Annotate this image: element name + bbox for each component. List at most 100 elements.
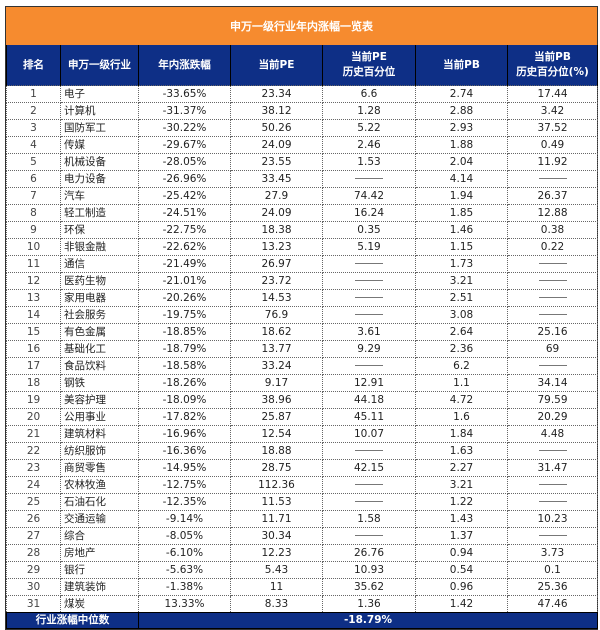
header-row: 排名 申万一级行业 年内涨跌幅 当前PE 当前PE 历史百分位 当前PB 当前PB 历史百分… bbox=[6, 45, 598, 86]
pb-percentile-cell: 31.47 bbox=[507, 459, 598, 477]
table-row: 14 社会服务 -19.75% 76.9 3.08 bbox=[6, 306, 598, 324]
pb-percentile-cell: 0.1 bbox=[507, 561, 598, 579]
pe-percentile-cell: 1.58 bbox=[322, 510, 416, 528]
table-row: 10 非银金融 -22.62% 13.23 5.19 1.15 0.22 bbox=[6, 238, 598, 256]
pb-percentile-cell: 25.36 bbox=[507, 578, 598, 596]
ytd-change-cell: -26.96% bbox=[138, 170, 231, 188]
rank-cell: 17 bbox=[6, 357, 61, 375]
industry-cell: 建筑装饰 bbox=[60, 578, 139, 596]
pb-cell: 2.88 bbox=[415, 102, 508, 120]
table-row: 23 商贸零售 -14.95% 28.75 42.15 2.27 31.47 bbox=[6, 459, 598, 477]
pb-cell: 4.14 bbox=[415, 170, 508, 188]
table-row: 26 交通运输 -9.14% 11.71 1.58 1.43 10.23 bbox=[6, 510, 598, 528]
pe-percentile-cell: 5.22 bbox=[322, 119, 416, 137]
not-available-dash bbox=[355, 314, 383, 315]
industry-cell: 电力设备 bbox=[60, 170, 139, 188]
table-row: 11 通信 -21.49% 26.97 1.73 bbox=[6, 255, 598, 273]
pe-percentile-cell: 26.76 bbox=[322, 544, 416, 562]
ytd-change-cell: -29.67% bbox=[138, 136, 231, 154]
median-value: -18.79% bbox=[138, 612, 598, 629]
pb-cell: 2.27 bbox=[415, 459, 508, 477]
ytd-change-cell: -18.85% bbox=[138, 323, 231, 341]
pe-cell: 12.54 bbox=[230, 425, 323, 443]
table-row: 18 钢铁 -18.26% 9.17 12.91 1.1 34.14 bbox=[6, 374, 598, 392]
ytd-change-cell: 13.33% bbox=[138, 595, 231, 613]
pb-cell: 1.85 bbox=[415, 204, 508, 222]
pe-percentile-cell bbox=[322, 306, 416, 324]
pe-percentile-cell: 0.35 bbox=[322, 221, 416, 239]
pe-cell: 76.9 bbox=[230, 306, 323, 324]
industry-cell: 非银金融 bbox=[60, 238, 139, 256]
industry-cell: 公用事业 bbox=[60, 408, 139, 426]
ytd-change-cell: -33.65% bbox=[138, 85, 231, 103]
pe-cell: 9.17 bbox=[230, 374, 323, 392]
pe-cell: 24.09 bbox=[230, 204, 323, 222]
pb-cell: 1.22 bbox=[415, 493, 508, 511]
rank-cell: 6 bbox=[6, 170, 61, 188]
rank-cell: 12 bbox=[6, 272, 61, 290]
pe-percentile-cell: 10.07 bbox=[322, 425, 416, 443]
pe-percentile-cell: 1.53 bbox=[322, 153, 416, 171]
industry-table: 排名 申万一级行业 年内涨跌幅 当前PE 当前PE 历史百分位 当前PB 当前PB 历史百分… bbox=[6, 45, 598, 629]
pe-cell: 25.87 bbox=[230, 408, 323, 426]
rank-cell: 4 bbox=[6, 136, 61, 154]
rank-cell: 19 bbox=[6, 391, 61, 409]
industry-cell: 家用电器 bbox=[60, 289, 139, 307]
pb-cell: 1.37 bbox=[415, 527, 508, 545]
rank-cell: 3 bbox=[6, 119, 61, 137]
pb-cell: 3.21 bbox=[415, 272, 508, 290]
ytd-change-cell: -19.75% bbox=[138, 306, 231, 324]
pb-cell: 2.74 bbox=[415, 85, 508, 103]
table-row: 3 国防军工 -30.22% 50.26 5.22 2.93 37.52 bbox=[6, 119, 598, 137]
pe-percentile-cell: 74.42 bbox=[322, 187, 416, 205]
pe-percentile-cell: 44.18 bbox=[322, 391, 416, 409]
pe-percentile-cell: 10.93 bbox=[322, 561, 416, 579]
table-row: 19 美容护理 -18.09% 38.96 44.18 4.72 79.59 bbox=[6, 391, 598, 409]
table-row: 13 家用电器 -20.26% 14.53 2.51 bbox=[6, 289, 598, 307]
header-pe-percentile: 当前PE 历史百分位 bbox=[322, 45, 416, 86]
pb-cell: 1.84 bbox=[415, 425, 508, 443]
industry-cell: 机械设备 bbox=[60, 153, 139, 171]
pe-cell: 112.36 bbox=[230, 476, 323, 494]
pe-cell: 28.75 bbox=[230, 459, 323, 477]
pb-percentile-cell bbox=[507, 170, 598, 188]
pe-cell: 8.33 bbox=[230, 595, 323, 613]
pb-percentile-cell: 79.59 bbox=[507, 391, 598, 409]
pb-percentile-cell: 12.88 bbox=[507, 204, 598, 222]
pe-percentile-cell: 16.24 bbox=[322, 204, 416, 222]
pb-cell: 1.73 bbox=[415, 255, 508, 273]
table-row: 29 银行 -5.63% 5.43 10.93 0.54 0.1 bbox=[6, 561, 598, 579]
pe-percentile-cell: 6.6 bbox=[322, 85, 416, 103]
pb-percentile-cell: 0.38 bbox=[507, 221, 598, 239]
table-row: 30 建筑装饰 -1.38% 11 35.62 0.96 25.36 bbox=[6, 578, 598, 596]
not-available-dash bbox=[355, 263, 383, 264]
pb-percentile-cell: 37.52 bbox=[507, 119, 598, 137]
pe-cell: 13.23 bbox=[230, 238, 323, 256]
pe-cell: 38.12 bbox=[230, 102, 323, 120]
not-available-dash bbox=[538, 365, 567, 366]
pe-cell: 12.23 bbox=[230, 544, 323, 562]
industry-cell: 社会服务 bbox=[60, 306, 139, 324]
pe-percentile-cell bbox=[322, 476, 416, 494]
pb-cell: 1.46 bbox=[415, 221, 508, 239]
industry-cell: 美容护理 bbox=[60, 391, 139, 409]
pb-percentile-cell: 69 bbox=[507, 340, 598, 358]
pb-cell: 3.08 bbox=[415, 306, 508, 324]
industry-cell: 房地产 bbox=[60, 544, 139, 562]
not-available-dash bbox=[538, 450, 567, 451]
rank-cell: 18 bbox=[6, 374, 61, 392]
rank-cell: 27 bbox=[6, 527, 61, 545]
table-row: 8 轻工制造 -24.51% 24.09 16.24 1.85 12.88 bbox=[6, 204, 598, 222]
rank-cell: 13 bbox=[6, 289, 61, 307]
industry-cell: 国防军工 bbox=[60, 119, 139, 137]
pb-percentile-cell bbox=[507, 272, 598, 290]
pb-cell: 0.96 bbox=[415, 578, 508, 596]
table-row: 9 环保 -22.75% 18.38 0.35 1.46 0.38 bbox=[6, 221, 598, 239]
industry-cell: 建筑材料 bbox=[60, 425, 139, 443]
table-row: 22 纺织服饰 -16.36% 18.88 1.63 bbox=[6, 442, 598, 460]
pb-cell: 2.36 bbox=[415, 340, 508, 358]
rank-cell: 7 bbox=[6, 187, 61, 205]
pe-percentile-cell: 2.46 bbox=[322, 136, 416, 154]
pb-cell: 2.51 bbox=[415, 289, 508, 307]
pe-percentile-cell: 1.36 bbox=[322, 595, 416, 613]
